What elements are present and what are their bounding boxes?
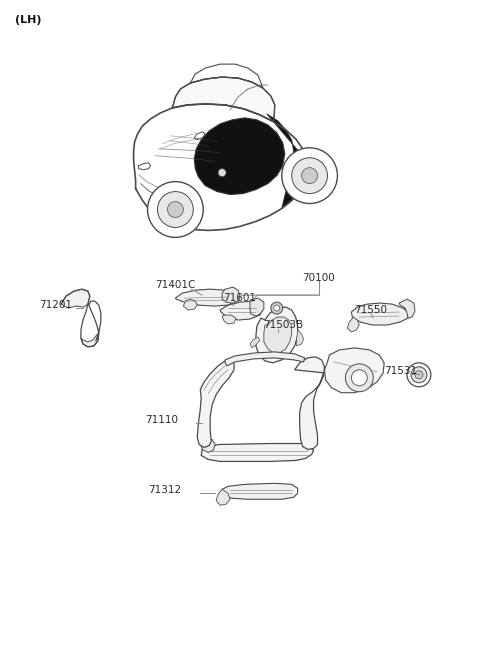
Circle shape <box>157 191 193 227</box>
Circle shape <box>415 371 423 379</box>
Text: 71531: 71531 <box>384 365 417 376</box>
Circle shape <box>274 305 280 311</box>
Text: (LH): (LH) <box>15 15 42 26</box>
Text: 70100: 70100 <box>301 273 335 283</box>
Polygon shape <box>267 114 308 208</box>
Polygon shape <box>348 317 360 332</box>
Polygon shape <box>220 301 263 320</box>
Circle shape <box>407 363 431 386</box>
Polygon shape <box>216 489 230 505</box>
Circle shape <box>147 181 203 237</box>
Circle shape <box>411 367 427 383</box>
Circle shape <box>292 158 327 194</box>
Text: 71110: 71110 <box>145 415 179 424</box>
Circle shape <box>271 302 283 314</box>
Polygon shape <box>250 337 260 348</box>
Text: 71201: 71201 <box>39 300 72 310</box>
Polygon shape <box>172 77 275 122</box>
Polygon shape <box>197 360 234 447</box>
Text: 71601: 71601 <box>223 293 256 303</box>
Polygon shape <box>194 118 285 195</box>
Text: 71401C: 71401C <box>156 280 196 290</box>
Polygon shape <box>222 315 236 324</box>
Text: 71550: 71550 <box>354 305 387 315</box>
Polygon shape <box>222 483 298 499</box>
Text: 71312: 71312 <box>148 485 181 495</box>
Polygon shape <box>351 303 409 325</box>
Text: 71503B: 71503B <box>263 320 303 330</box>
Polygon shape <box>297 330 304 346</box>
Polygon shape <box>399 299 415 318</box>
Polygon shape <box>201 443 313 461</box>
Circle shape <box>346 364 373 392</box>
Polygon shape <box>225 352 305 366</box>
Polygon shape <box>324 348 384 393</box>
Polygon shape <box>264 317 292 353</box>
Circle shape <box>351 370 367 386</box>
Circle shape <box>301 168 318 183</box>
Polygon shape <box>256 307 298 363</box>
Circle shape <box>168 202 183 217</box>
Polygon shape <box>175 289 240 306</box>
Polygon shape <box>295 357 324 449</box>
Circle shape <box>282 148 337 204</box>
Polygon shape <box>222 287 240 303</box>
Polygon shape <box>250 298 264 316</box>
Polygon shape <box>200 440 215 453</box>
Polygon shape <box>81 333 99 347</box>
Polygon shape <box>183 299 197 310</box>
Polygon shape <box>61 289 90 308</box>
Circle shape <box>218 169 226 177</box>
